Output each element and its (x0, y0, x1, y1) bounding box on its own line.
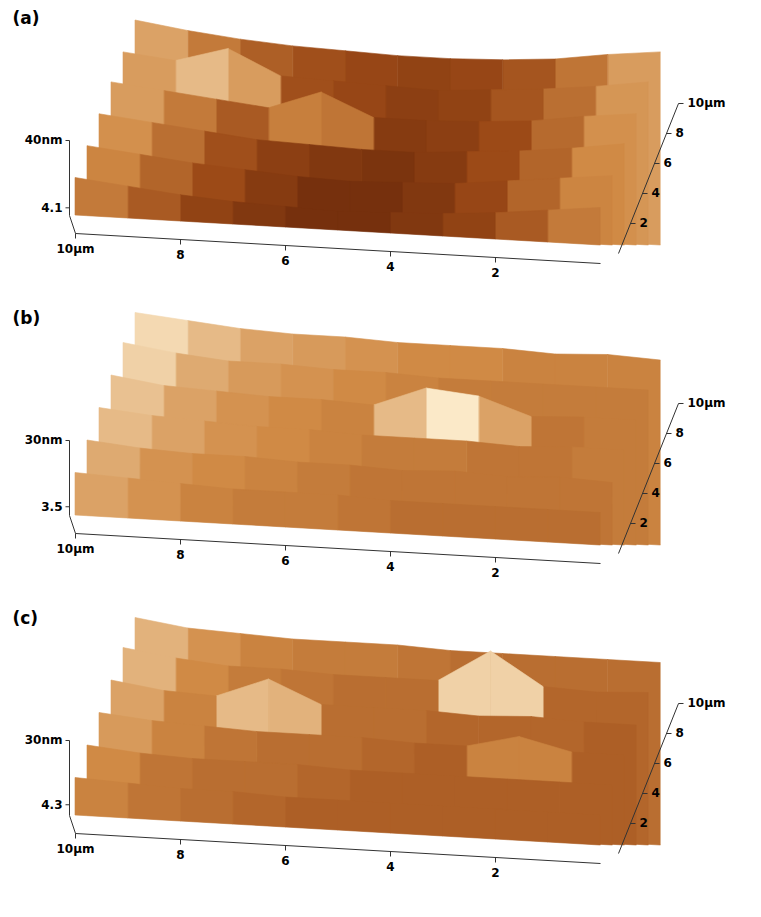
svg-text:6: 6 (664, 156, 672, 170)
svg-text:2: 2 (491, 266, 499, 280)
svg-text:2: 2 (640, 216, 648, 230)
svg-text:8: 8 (176, 248, 184, 262)
svg-text:2: 2 (640, 816, 648, 830)
svg-text:10µm: 10µm (688, 96, 726, 110)
svg-text:8: 8 (676, 726, 684, 740)
svg-text:30nm: 30nm (25, 433, 63, 447)
svg-text:10µm: 10µm (688, 696, 726, 710)
svg-text:10µm: 10µm (56, 842, 94, 856)
svg-text:10µm: 10µm (56, 542, 94, 556)
svg-text:30nm: 30nm (25, 733, 63, 747)
svg-text:2: 2 (640, 516, 648, 530)
svg-text:40nm: 40nm (25, 133, 63, 147)
svg-text:4: 4 (386, 560, 394, 574)
svg-text:(c): (c) (13, 608, 39, 628)
svg-text:6: 6 (281, 854, 289, 868)
svg-text:2: 2 (491, 566, 499, 580)
svg-text:6: 6 (664, 756, 672, 770)
svg-text:8: 8 (676, 126, 684, 140)
svg-text:3.5: 3.5 (41, 500, 62, 514)
svg-text:4.1: 4.1 (41, 201, 62, 215)
svg-text:(a): (a) (13, 8, 40, 28)
svg-text:4: 4 (652, 486, 660, 500)
svg-text:8: 8 (176, 548, 184, 562)
svg-text:8: 8 (176, 848, 184, 862)
svg-text:4: 4 (652, 786, 660, 800)
svg-text:6: 6 (664, 456, 672, 470)
svg-text:4: 4 (652, 186, 660, 200)
svg-text:4.3: 4.3 (41, 798, 62, 812)
svg-text:4: 4 (386, 860, 394, 874)
svg-text:8: 8 (676, 426, 684, 440)
svg-text:(b): (b) (13, 308, 41, 328)
svg-text:2: 2 (491, 866, 499, 880)
svg-text:6: 6 (281, 554, 289, 568)
svg-text:4: 4 (386, 260, 394, 274)
svg-text:6: 6 (281, 254, 289, 268)
svg-text:10µm: 10µm (56, 242, 94, 256)
svg-text:10µm: 10µm (688, 396, 726, 410)
